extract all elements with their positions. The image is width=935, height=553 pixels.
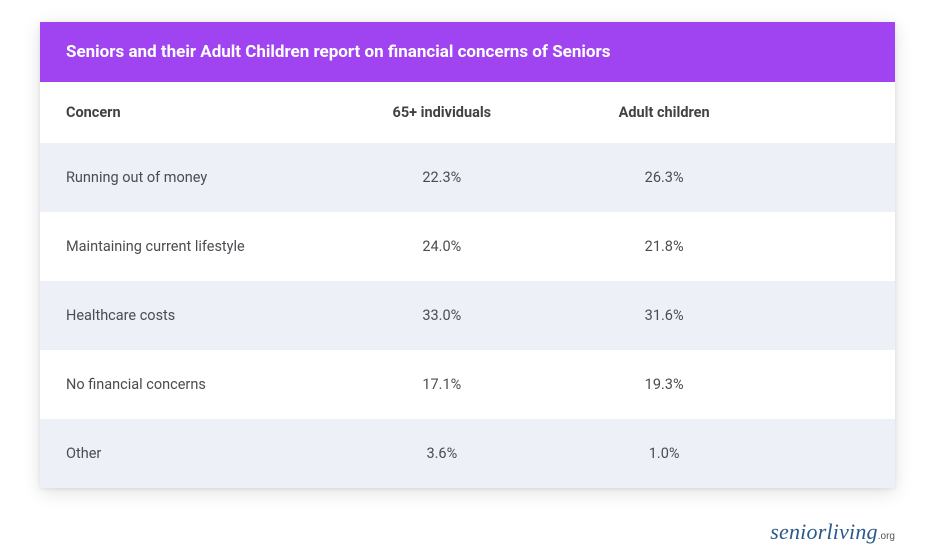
- table-header-row: Concern 65+ individuals Adult children: [40, 82, 895, 143]
- table-row: Other 3.6% 1.0%: [40, 419, 895, 488]
- table-header-cell: Concern: [40, 82, 331, 143]
- value-65plus: 22.3%: [331, 143, 553, 212]
- data-table-card: Seniors and their Adult Children report …: [40, 22, 895, 488]
- table-row: No financial concerns 17.1% 19.3%: [40, 350, 895, 419]
- value-adult-children: 21.8%: [553, 212, 775, 281]
- value-adult-children: 19.3%: [553, 350, 775, 419]
- value-adult-children: 1.0%: [553, 419, 775, 488]
- value-65plus: 3.6%: [331, 419, 553, 488]
- row-spacer: [775, 359, 895, 411]
- row-spacer: [775, 221, 895, 273]
- row-spacer: [775, 290, 895, 342]
- concern-label: Maintaining current lifestyle: [40, 212, 331, 281]
- concern-label: Running out of money: [40, 143, 331, 212]
- attribution-brand: seniorliving.org: [770, 519, 895, 545]
- value-65plus: 24.0%: [331, 212, 553, 281]
- value-adult-children: 26.3%: [553, 143, 775, 212]
- row-spacer: [775, 152, 895, 204]
- concern-label: No financial concerns: [40, 350, 331, 419]
- value-65plus: 33.0%: [331, 281, 553, 350]
- row-spacer: [775, 428, 895, 480]
- table-row: Healthcare costs 33.0% 31.6%: [40, 281, 895, 350]
- table-row: Running out of money 22.3% 26.3%: [40, 143, 895, 212]
- table-header-cell: 65+ individuals: [331, 82, 553, 143]
- concern-label: Other: [40, 419, 331, 488]
- table-row: Maintaining current lifestyle 24.0% 21.8…: [40, 212, 895, 281]
- table-title: Seniors and their Adult Children report …: [40, 22, 895, 82]
- value-adult-children: 31.6%: [553, 281, 775, 350]
- table-header-cell: Adult children: [553, 82, 775, 143]
- concern-label: Healthcare costs: [40, 281, 331, 350]
- brand-name: seniorliving: [770, 519, 878, 544]
- table-header-spacer: [775, 91, 895, 135]
- brand-suffix: .org: [878, 531, 895, 542]
- value-65plus: 17.1%: [331, 350, 553, 419]
- table-body: Concern 65+ individuals Adult children R…: [40, 82, 895, 488]
